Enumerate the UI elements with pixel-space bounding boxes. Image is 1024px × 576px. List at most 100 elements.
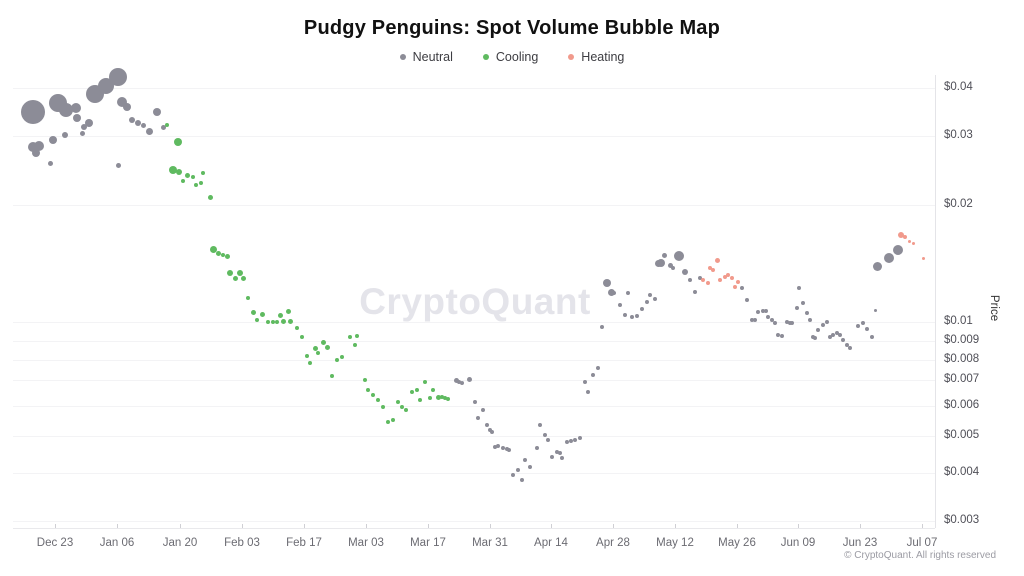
bubble-cooling[interactable] <box>174 138 182 146</box>
bubble-neutral[interactable] <box>761 309 765 313</box>
bubble-heating[interactable] <box>723 275 727 279</box>
bubble-cooling[interactable] <box>330 374 334 378</box>
bubble-neutral[interactable] <box>123 103 131 111</box>
bubble-cooling[interactable] <box>440 395 444 399</box>
bubble-heating[interactable] <box>726 273 730 277</box>
bubble-neutral[interactable] <box>698 276 702 280</box>
bubble-neutral[interactable] <box>145 127 153 135</box>
bubble-cooling[interactable] <box>259 311 265 317</box>
bubble-neutral[interactable] <box>865 327 869 331</box>
bubble-neutral[interactable] <box>618 303 622 307</box>
bubble-neutral[interactable] <box>153 108 161 116</box>
bubble-neutral[interactable] <box>766 315 770 319</box>
bubble-neutral[interactable] <box>129 117 135 123</box>
bubble-neutral[interactable] <box>630 315 634 319</box>
bubble-cooling[interactable] <box>340 355 344 359</box>
bubble-neutral[interactable] <box>501 446 505 450</box>
bubble-neutral[interactable] <box>550 455 554 459</box>
bubble-neutral[interactable] <box>861 321 865 325</box>
bubble-neutral[interactable] <box>600 325 604 329</box>
bubble-neutral[interactable] <box>640 307 644 311</box>
bubble-neutral[interactable] <box>485 423 489 427</box>
bubble-neutral[interactable] <box>496 444 500 448</box>
bubble-cooling[interactable] <box>446 397 450 401</box>
bubble-heating[interactable] <box>711 268 715 272</box>
bubble-neutral[interactable] <box>538 423 542 427</box>
bubble-heating[interactable] <box>903 235 907 239</box>
bubble-neutral[interactable] <box>453 377 459 383</box>
bubble-neutral[interactable] <box>848 346 852 350</box>
bubble-neutral[interactable] <box>560 456 564 460</box>
bubble-neutral[interactable] <box>569 439 573 443</box>
bubble-cooling[interactable] <box>335 358 339 362</box>
bubble-heating[interactable] <box>907 239 911 243</box>
bubble-cooling[interactable] <box>194 183 198 187</box>
bubble-heating[interactable] <box>733 285 737 289</box>
bubble-neutral[interactable] <box>466 376 472 382</box>
bubble-neutral[interactable] <box>62 132 68 138</box>
bubble-neutral[interactable] <box>657 259 665 267</box>
bubble-neutral[interactable] <box>555 450 559 454</box>
bubble-neutral[interactable] <box>661 252 667 258</box>
bubble-neutral[interactable] <box>34 141 44 151</box>
bubble-cooling[interactable] <box>431 388 435 392</box>
bubble-neutral[interactable] <box>828 335 832 339</box>
bubble-neutral[interactable] <box>831 333 835 337</box>
bubble-neutral[interactable] <box>653 297 657 301</box>
bubble-neutral[interactable] <box>546 438 550 442</box>
bubble-cooling[interactable] <box>410 390 414 394</box>
bubble-cooling[interactable] <box>246 296 250 300</box>
bubble-neutral[interactable] <box>856 324 860 328</box>
bubble-neutral[interactable] <box>845 343 849 347</box>
bubble-heating[interactable] <box>921 256 925 260</box>
bubble-cooling[interactable] <box>404 408 408 412</box>
bubble-cooling[interactable] <box>176 169 182 175</box>
bubble-neutral[interactable] <box>682 269 688 275</box>
bubble-cooling[interactable] <box>221 253 225 257</box>
bubble-neutral[interactable] <box>21 100 45 124</box>
bubble-neutral[interactable] <box>776 333 780 337</box>
bubble-neutral[interactable] <box>535 446 539 450</box>
bubble-heating[interactable] <box>714 257 720 263</box>
bubble-neutral[interactable] <box>460 381 464 385</box>
bubble-neutral[interactable] <box>773 321 777 325</box>
bubble-cooling[interactable] <box>285 308 291 314</box>
bubble-cooling[interactable] <box>312 345 318 351</box>
bubble-cooling[interactable] <box>277 312 283 318</box>
bubble-cooling[interactable] <box>443 396 447 400</box>
bubble-neutral[interactable] <box>573 438 577 442</box>
bubble-neutral[interactable] <box>872 261 882 271</box>
bubble-neutral[interactable] <box>476 416 480 420</box>
bubble-neutral[interactable] <box>140 122 146 128</box>
bubble-neutral[interactable] <box>745 298 749 302</box>
bubble-neutral[interactable] <box>493 445 497 449</box>
bubble-cooling[interactable] <box>287 318 293 324</box>
bubble-cooling[interactable] <box>295 326 299 330</box>
bubble-cooling[interactable] <box>250 309 256 315</box>
bubble-neutral[interactable] <box>756 310 760 314</box>
bubble-neutral[interactable] <box>81 124 87 130</box>
bubble-cooling[interactable] <box>227 270 233 276</box>
bubble-neutral[interactable] <box>626 291 630 295</box>
bubble-neutral[interactable] <box>648 293 652 297</box>
bubble-cooling[interactable] <box>181 179 185 183</box>
bubble-neutral[interactable] <box>740 286 744 290</box>
bubble-neutral[interactable] <box>612 291 616 295</box>
bubble-neutral[interactable] <box>813 336 817 340</box>
bubble-neutral[interactable] <box>674 251 684 261</box>
bubble-heating[interactable] <box>718 278 722 282</box>
bubble-neutral[interactable] <box>764 309 768 313</box>
bubble-neutral[interactable] <box>603 279 611 287</box>
bubble-cooling[interactable] <box>305 354 309 358</box>
bubble-cooling[interactable] <box>376 398 380 402</box>
bubble-neutral[interactable] <box>473 400 477 404</box>
bubble-cooling[interactable] <box>191 175 195 179</box>
bubble-cooling[interactable] <box>255 318 259 322</box>
legend-item-cooling[interactable]: Cooling <box>482 50 538 64</box>
bubble-neutral[interactable] <box>870 335 874 339</box>
bubble-neutral[interactable] <box>873 308 877 312</box>
bubble-neutral[interactable] <box>635 314 639 318</box>
bubble-cooling[interactable] <box>215 250 221 256</box>
bubble-neutral[interactable] <box>825 320 829 324</box>
bubble-neutral[interactable] <box>770 318 774 322</box>
